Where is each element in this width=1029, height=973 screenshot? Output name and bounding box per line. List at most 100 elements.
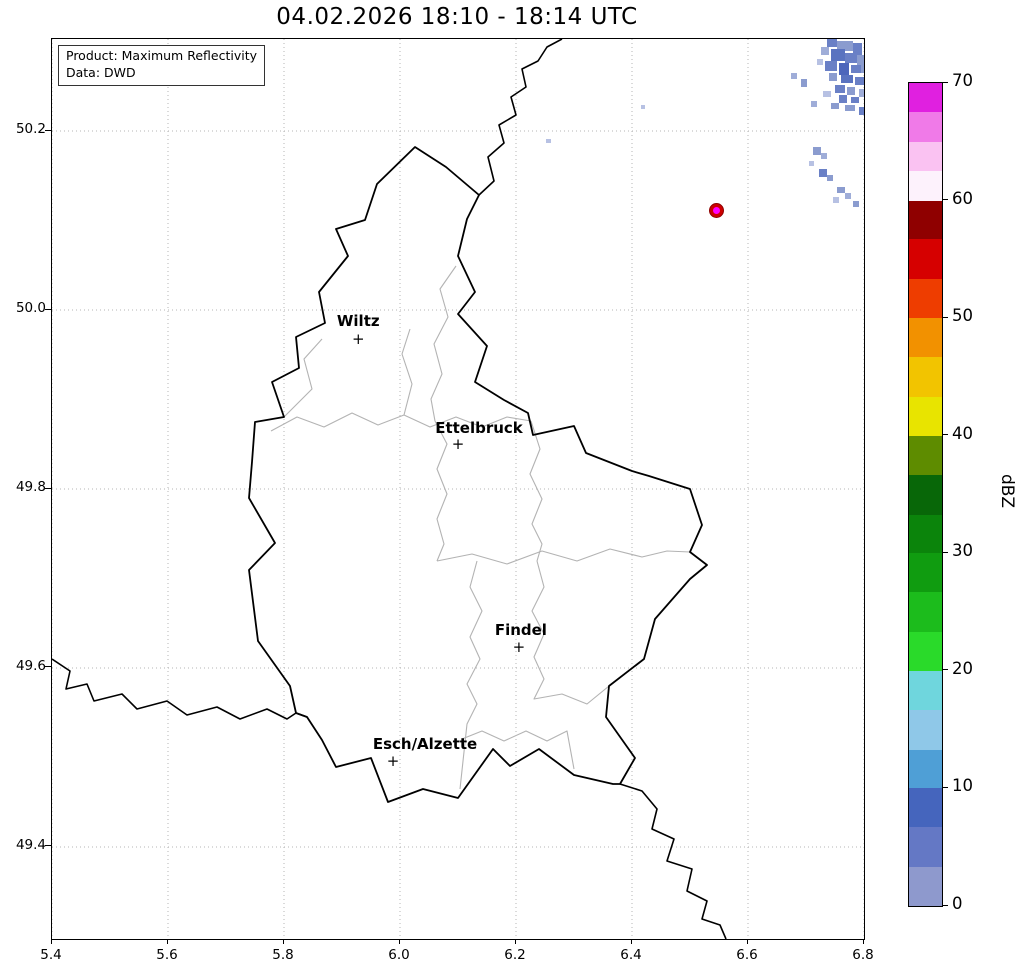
city-label: Findel (494, 621, 547, 640)
canton-border (401, 328, 413, 416)
x-axis-tick-label: 6.6 (736, 947, 758, 963)
radar-echo-cell (829, 73, 837, 81)
colorbar-band (909, 83, 942, 113)
radar-echo-cell (839, 95, 847, 103)
colorbar-band (909, 395, 942, 436)
y-axis-tick (45, 666, 51, 668)
colorbar-band (909, 748, 942, 789)
x-axis-tick (166, 939, 168, 944)
radar-echo-cell (811, 101, 817, 107)
y-axis-tick-label: 49.8 (15, 479, 46, 495)
canton-border (430, 265, 457, 422)
radar-map: Product: Maximum Reflectivity Data: DWD … (51, 38, 865, 940)
radar-echo-cell (859, 107, 864, 115)
radar-echo-cell (825, 61, 837, 71)
radar-echo-cell (827, 39, 837, 47)
colorbar-band (909, 826, 942, 868)
y-axis-tick (45, 845, 51, 847)
info-box: Product: Maximum Reflectivity Data: DWD (58, 45, 266, 86)
radar-echo-cell (821, 47, 829, 55)
y-axis-tick-label: 50.0 (15, 300, 46, 316)
radar-echo-cell (855, 77, 864, 85)
colorbar-band (909, 708, 942, 750)
radar-echo-cell (835, 85, 845, 93)
colorbar-tick-label: 60 (952, 188, 973, 208)
radar-echo-cell (861, 61, 864, 73)
x-axis-tick (514, 939, 516, 944)
colorbar-tick-label: 0 (952, 894, 963, 913)
radar-echo-cell (791, 73, 797, 79)
radar-echo-cell (853, 201, 859, 207)
colorbar-band (909, 434, 942, 475)
luxembourg-border (248, 146, 708, 803)
plot-title: 04.02.2026 18:10 - 18:14 UTC (276, 4, 638, 30)
colorbar-tick (942, 316, 948, 318)
colorbar-band (909, 140, 942, 172)
y-axis-tick (45, 129, 51, 131)
colorbar-tick (942, 199, 948, 201)
radar-echo-cell (833, 197, 839, 203)
radar-echo-cell (839, 63, 849, 75)
radar-echo-cell (845, 193, 851, 199)
france-germany-border (619, 783, 727, 939)
x-axis-tick (746, 939, 748, 944)
colorbar-tick-label: 50 (952, 306, 973, 326)
colorbar-tick-label: 70 (952, 71, 973, 90)
colorbar-tick (942, 434, 948, 436)
radar-echo-cell (821, 153, 827, 159)
radar-echo-cell (641, 105, 645, 109)
radar-echo-cell (813, 147, 821, 155)
x-axis-tick-label: 6.4 (620, 947, 642, 963)
radar-echo-cell (817, 59, 823, 65)
radar-echo-cell (827, 175, 833, 181)
colorbar-tick (942, 669, 948, 671)
x-axis-tick (398, 939, 400, 944)
x-axis-tick (630, 939, 632, 944)
city-label: Wiltz (336, 312, 380, 331)
radar-echo-cell (845, 53, 857, 63)
radar-echo-cell (809, 161, 814, 166)
colorbar-band (909, 552, 942, 593)
city-marker: + (351, 330, 365, 349)
y-axis-tick-label: 50.2 (15, 121, 46, 137)
colorbar-band (909, 865, 942, 906)
colorbar-band (909, 787, 942, 828)
city-marker: + (451, 435, 465, 454)
city-marker: + (386, 752, 400, 771)
x-axis-tick-label: 5.6 (156, 947, 178, 963)
canton-border (434, 420, 448, 562)
canton-border (529, 420, 543, 562)
radar-echo-cell (837, 187, 845, 193)
x-axis-tick (862, 939, 864, 944)
canton-border (283, 338, 323, 418)
canton-border (459, 560, 483, 790)
colorbar-band (909, 590, 942, 633)
radar-echo-cell (841, 75, 853, 83)
y-axis-tick (45, 487, 51, 489)
map-borders-layer (52, 39, 727, 939)
x-axis-tick-label: 5.8 (272, 947, 294, 963)
colorbar-band (909, 473, 942, 515)
colorbar-tick-label: 10 (952, 776, 973, 796)
city-label: Ettelbruck (435, 419, 523, 438)
colorbar-tick (942, 904, 948, 906)
x-axis-tick (50, 939, 52, 944)
x-axis-tick-label: 6.8 (852, 947, 874, 963)
colorbar-tick-label: 40 (952, 423, 973, 443)
x-axis-tick (282, 939, 284, 944)
colorbar-band (909, 238, 942, 280)
radar-echo-cell (819, 169, 827, 177)
city-marker: + (512, 638, 526, 657)
colorbar-band (909, 355, 942, 397)
colorbar-tick-label: 20 (952, 658, 973, 678)
colorbar-tick (942, 551, 948, 553)
colorbar-band (909, 278, 942, 319)
radar-echo-cell (851, 97, 859, 103)
radar-echo-cell (831, 103, 839, 109)
colorbar-tick-label: 30 (952, 541, 973, 561)
radar-echo-cell (823, 91, 831, 97)
radar-echo-cell (847, 87, 855, 95)
colorbar-band (909, 199, 942, 240)
radar-echo-cell (837, 41, 853, 51)
